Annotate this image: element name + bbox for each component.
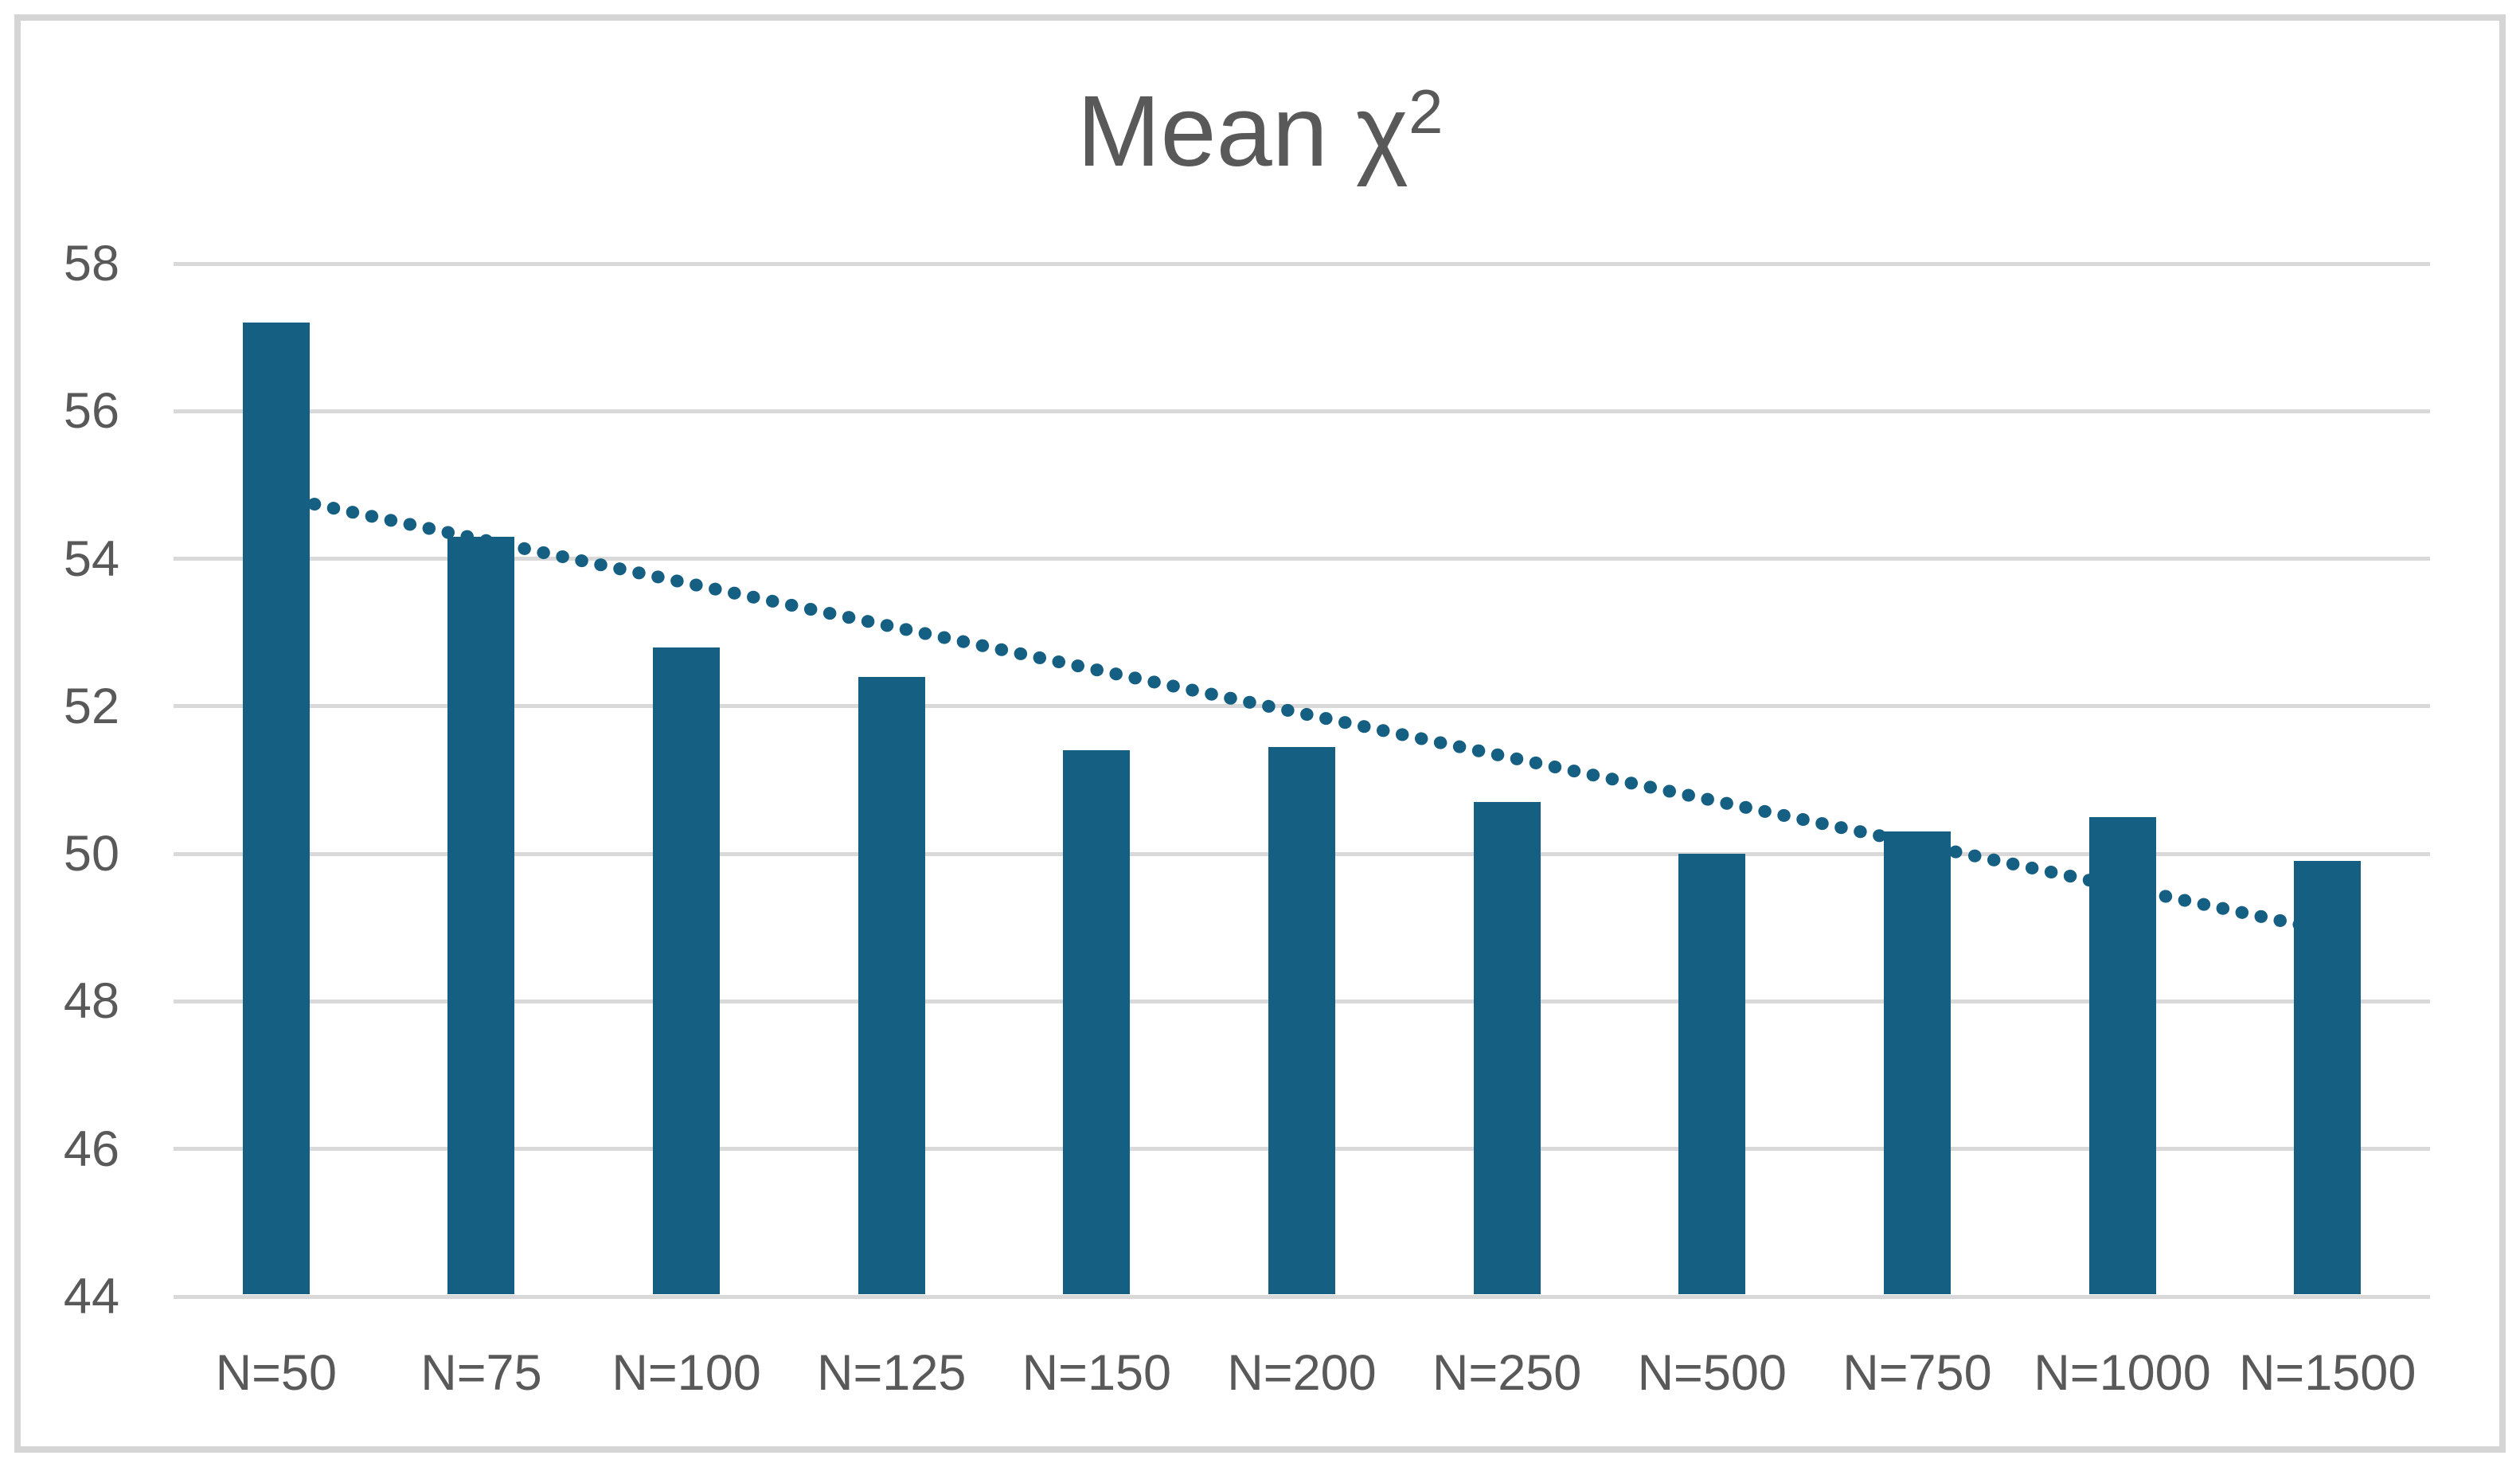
bar-n-50 — [242, 323, 310, 1295]
y-axis-tick-label: 54 — [63, 530, 119, 587]
y-axis-tick-label: 50 — [63, 826, 119, 882]
bar-n-250 — [1473, 802, 1541, 1295]
x-axis-category-label: N=750 — [1842, 1345, 1992, 1401]
x-axis-line — [174, 1294, 2430, 1299]
x-axis-category-label: N=75 — [420, 1345, 542, 1401]
bar-n-500 — [1678, 854, 1746, 1295]
chart-title-text: Mean χ — [1076, 75, 1408, 187]
bar-n-200 — [1268, 746, 1335, 1295]
y-axis-tick-label: 52 — [63, 678, 119, 734]
bar-n-150 — [1063, 750, 1131, 1295]
bar-n-750 — [1883, 831, 1951, 1295]
chart-title: Mean χ2 — [0, 73, 2520, 189]
x-axis-category-label: N=1500 — [2238, 1345, 2416, 1401]
chart-border — [14, 14, 2506, 1453]
gridline — [174, 261, 2430, 266]
y-axis-tick-label: 56 — [63, 383, 119, 440]
y-axis-tick-label: 58 — [63, 236, 119, 291]
bar-n-125 — [858, 676, 925, 1295]
bar-n-75 — [447, 536, 515, 1295]
x-axis-category-label: N=100 — [611, 1345, 761, 1401]
bar-n-1000 — [2088, 816, 2156, 1295]
gridline — [174, 409, 2430, 413]
gridline — [174, 704, 2430, 709]
trendline — [269, 489, 2334, 937]
x-axis-category-label: N=150 — [1022, 1345, 1172, 1401]
gridline — [174, 557, 2430, 561]
bar-n-100 — [653, 647, 721, 1295]
x-axis-category-label: N=250 — [1432, 1345, 1582, 1401]
x-axis-category-label: N=200 — [1227, 1345, 1377, 1401]
x-axis-category-label: N=50 — [215, 1345, 337, 1401]
x-axis-category-label: N=1000 — [2034, 1345, 2211, 1401]
y-axis-tick-label: 44 — [63, 1269, 119, 1324]
y-axis-tick-label: 46 — [63, 1121, 119, 1177]
x-axis-category-label: N=125 — [817, 1345, 967, 1401]
x-axis-category-label: N=500 — [1637, 1345, 1787, 1401]
bar-n-1500 — [2294, 861, 2362, 1295]
y-axis-tick-label: 48 — [63, 973, 119, 1030]
chart-title-superscript: 2 — [1408, 76, 1444, 147]
